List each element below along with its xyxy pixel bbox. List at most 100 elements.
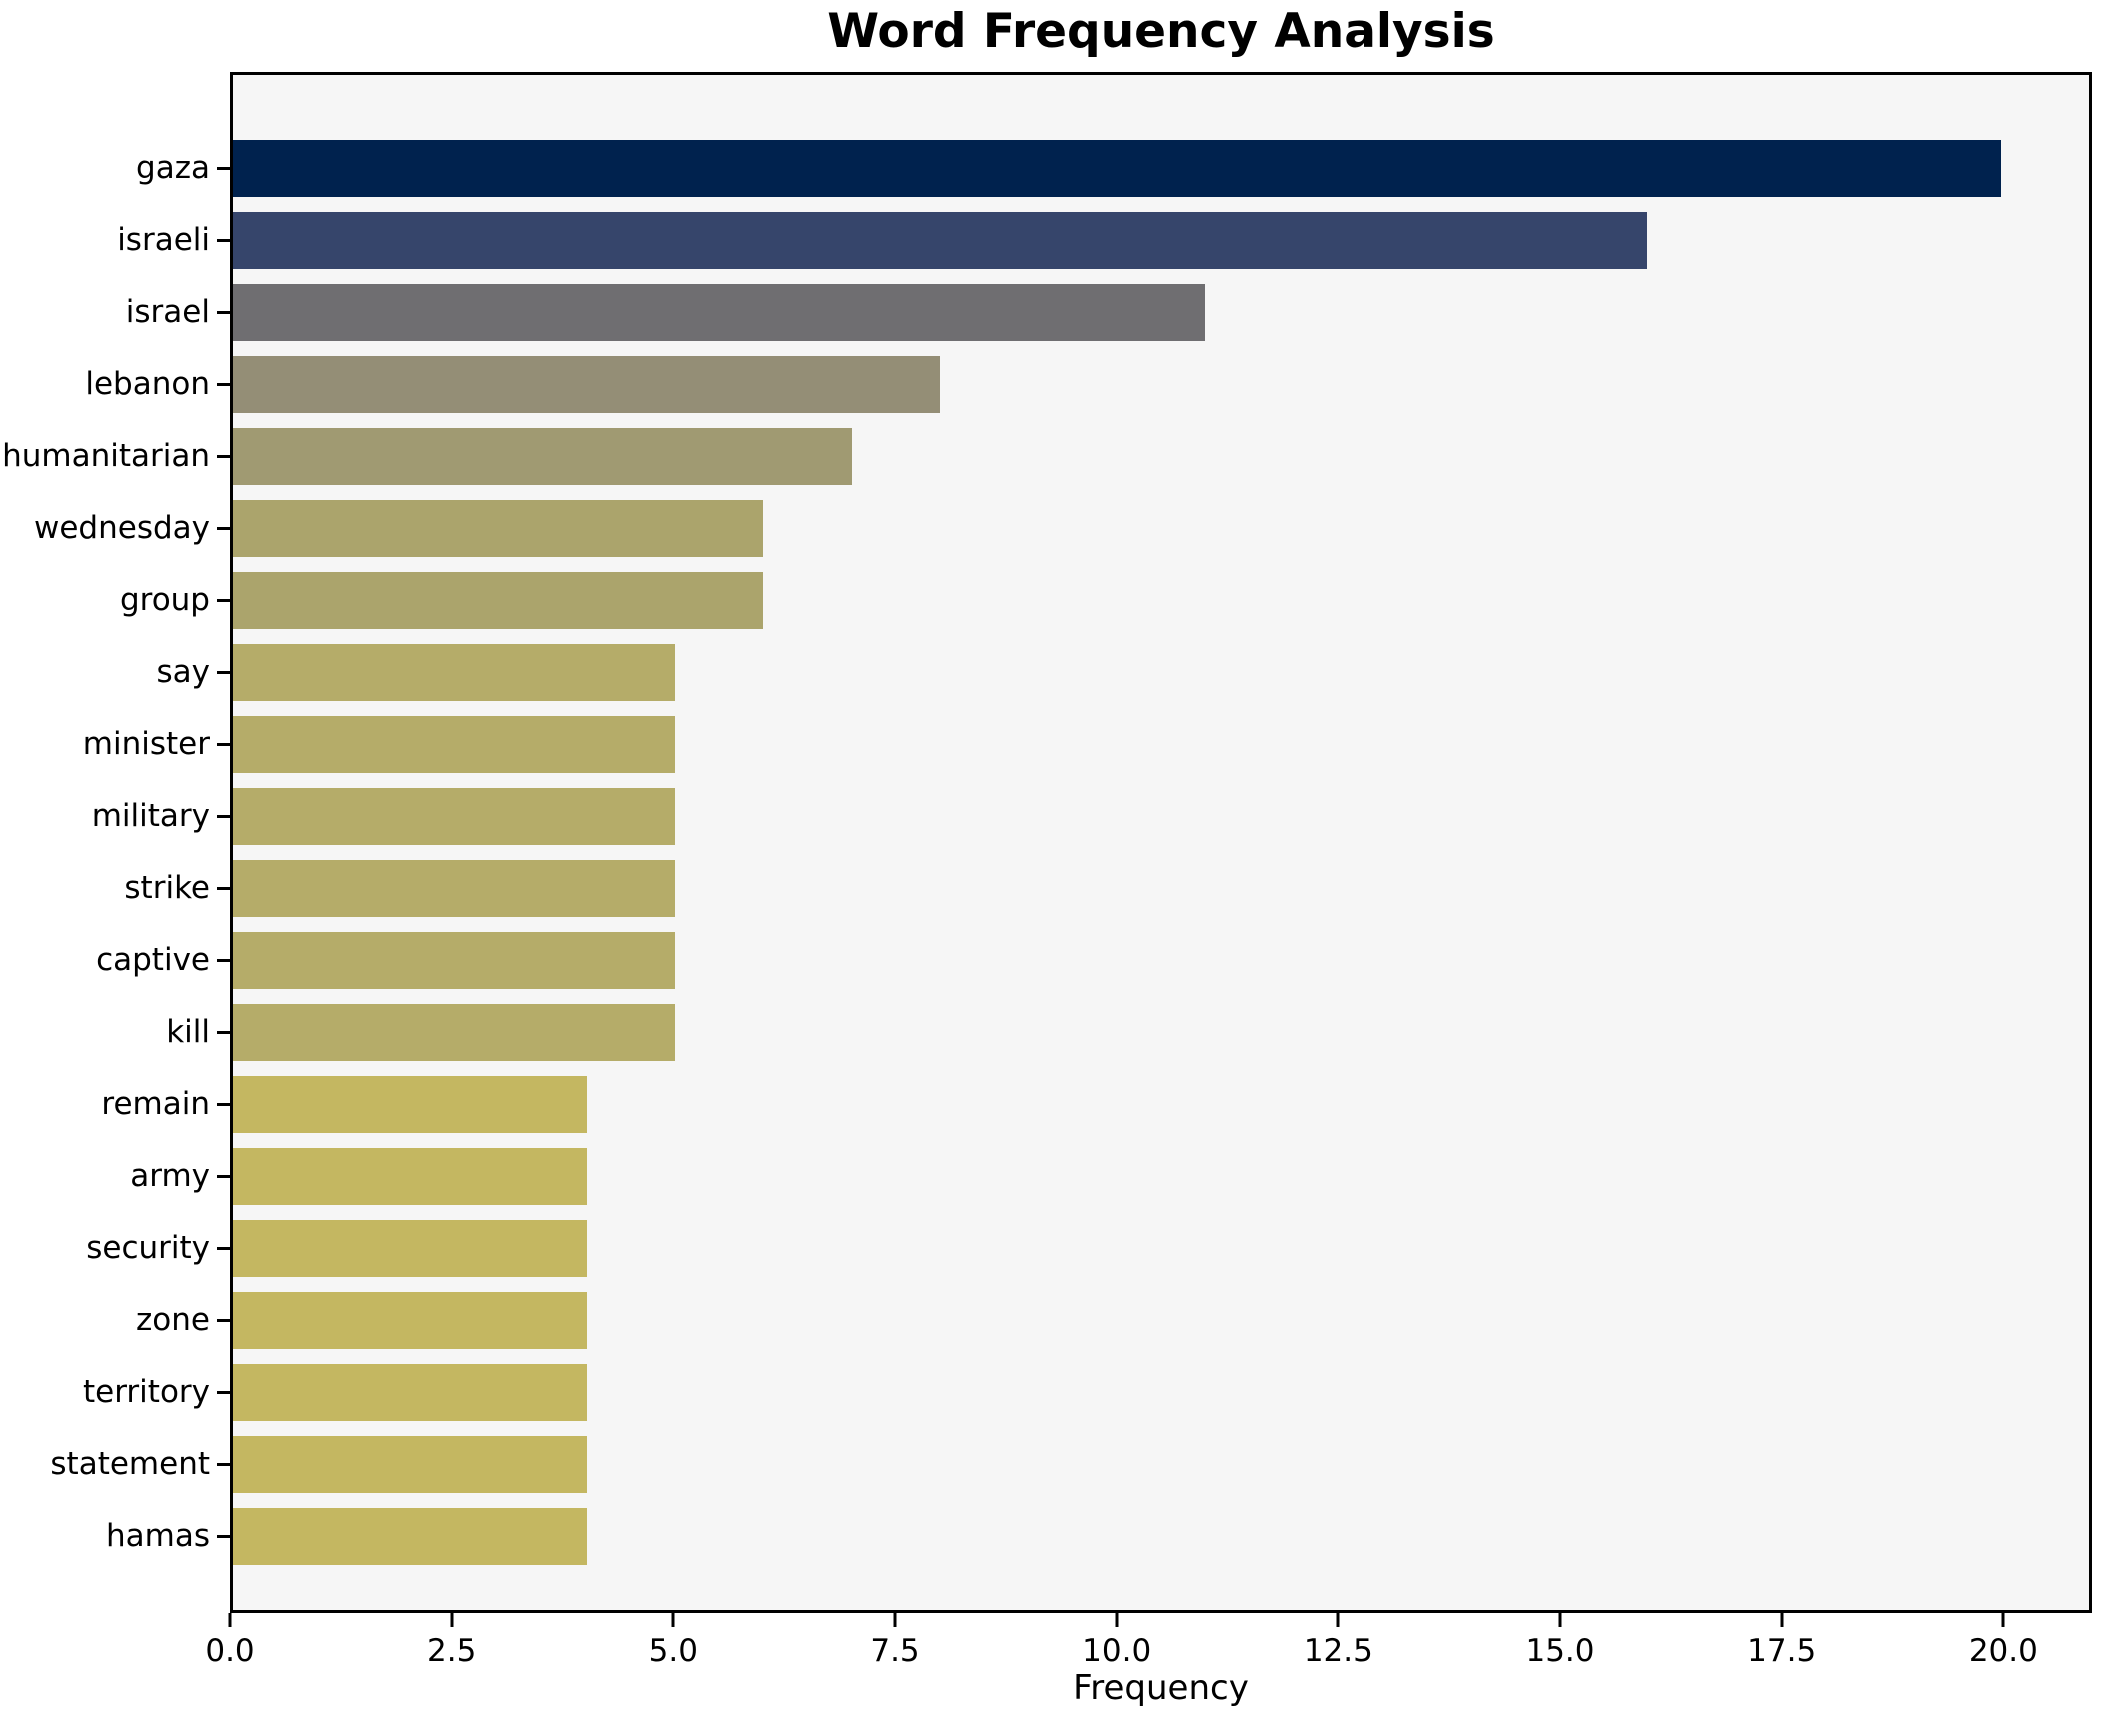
y-tick <box>217 239 230 242</box>
y-tick <box>217 1175 230 1178</box>
y-tick <box>217 671 230 674</box>
bar-row: group <box>120 572 2089 644</box>
bar <box>233 356 941 413</box>
x-tick <box>2001 1613 2005 1627</box>
y-axis-label: military <box>91 798 210 834</box>
y-tick <box>217 527 230 530</box>
y-tick <box>217 167 230 170</box>
y-tick <box>217 1031 230 1034</box>
bars-container: gaza israeli israel lebanon humanitarian wedn… <box>2 75 2089 1610</box>
bar <box>233 140 2001 197</box>
y-axis-label: wednesday <box>34 510 210 546</box>
y-tick <box>217 1247 230 1250</box>
bar <box>233 500 764 557</box>
bar <box>233 716 675 773</box>
x-tick-label: 2.5 <box>427 1633 477 1669</box>
y-tick <box>217 455 230 458</box>
bar-row: say <box>157 644 2089 716</box>
bar-row: strike <box>124 860 2089 932</box>
y-axis-label: remain <box>101 1086 210 1122</box>
x-tick <box>1780 1613 1784 1627</box>
y-axis-label: strike <box>124 870 210 906</box>
y-axis-label: kill <box>166 1014 210 1050</box>
x-tick <box>1558 1613 1562 1627</box>
bar-row: captive <box>96 932 2089 1004</box>
y-tick <box>217 959 230 962</box>
y-axis-label: say <box>156 654 211 690</box>
y-axis-label: captive <box>96 942 210 978</box>
y-tick <box>217 743 230 746</box>
y-tick <box>217 1535 230 1538</box>
bar <box>233 284 1206 341</box>
bar <box>233 1148 587 1205</box>
bar-row: wednesday <box>34 500 2089 572</box>
bar <box>233 1004 675 1061</box>
bar <box>233 860 675 917</box>
bar <box>233 1220 587 1277</box>
x-tick-label: 12.5 <box>1303 1633 1373 1669</box>
x-tick <box>893 1613 897 1627</box>
y-axis-label: humanitarian <box>2 438 210 474</box>
y-tick <box>217 887 230 890</box>
bar <box>233 1076 587 1133</box>
y-axis-label: group <box>119 582 210 618</box>
bar <box>233 212 1648 269</box>
x-tick-label: 17.5 <box>1747 1633 1817 1669</box>
x-tick-label: 0.0 <box>205 1633 255 1669</box>
y-axis-label: security <box>86 1230 210 1266</box>
bar-row: israel <box>126 284 2089 356</box>
bar <box>233 788 675 845</box>
y-tick <box>217 1463 230 1466</box>
x-axis-title: Frequency <box>1073 1668 1249 1708</box>
x-tick-label: 5.0 <box>648 1633 698 1669</box>
bar-row: minister <box>83 716 2089 788</box>
bar <box>233 1508 587 1565</box>
bar-row: hamas <box>106 1508 2089 1580</box>
x-tick-label: 10.0 <box>1082 1633 1152 1669</box>
y-axis-label: israel <box>125 294 210 330</box>
x-tick-label: 7.5 <box>870 1633 920 1669</box>
y-axis-label: statement <box>50 1446 210 1482</box>
bar-row: zone <box>136 1292 2089 1364</box>
y-tick <box>217 1103 230 1106</box>
bar-row: security <box>86 1220 2089 1292</box>
y-tick <box>217 815 230 818</box>
bar <box>233 1364 587 1421</box>
y-axis-label: israeli <box>117 222 210 258</box>
y-tick <box>217 311 230 314</box>
x-tick <box>450 1613 454 1627</box>
bar-row: gaza <box>136 140 2089 212</box>
bar-row: lebanon <box>85 356 2089 428</box>
y-axis-label: hamas <box>106 1518 210 1554</box>
bar <box>233 572 764 629</box>
y-tick <box>217 1319 230 1322</box>
bar-row: humanitarian <box>2 428 2089 500</box>
bar <box>233 932 675 989</box>
bar <box>233 428 852 485</box>
x-tick <box>228 1613 232 1627</box>
bar <box>233 1436 587 1493</box>
y-axis-label: territory <box>83 1374 210 1410</box>
y-axis-label: zone <box>136 1302 210 1338</box>
bar-row: territory <box>83 1364 2089 1436</box>
y-axis-label: gaza <box>136 150 210 186</box>
bar-row: army <box>130 1148 2089 1220</box>
bar-row: kill <box>166 1004 2089 1076</box>
x-tick <box>1115 1613 1119 1627</box>
bar-row: military <box>92 788 2089 860</box>
x-tick <box>671 1613 675 1627</box>
x-tick-label: 15.0 <box>1525 1633 1595 1669</box>
x-tick <box>1336 1613 1340 1627</box>
chart-title: Word Frequency Analysis <box>827 4 1495 59</box>
x-tick-label: 20.0 <box>1968 1633 2038 1669</box>
bar <box>233 644 675 701</box>
y-tick <box>217 1391 230 1394</box>
bar <box>233 1292 587 1349</box>
y-axis-label: army <box>130 1158 210 1194</box>
y-axis-label: lebanon <box>85 366 210 402</box>
plot-area: gaza israeli israel lebanon humanitarian wedn… <box>2 72 2092 1613</box>
bar-row: israeli <box>117 212 2089 284</box>
y-tick <box>217 383 230 386</box>
bar-row: remain <box>101 1076 2089 1148</box>
